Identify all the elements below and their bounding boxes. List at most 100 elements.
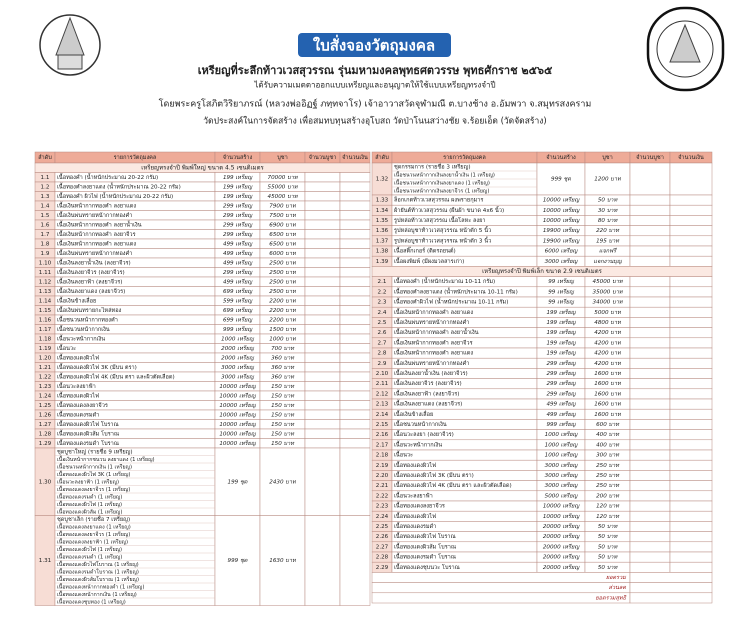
cell: [304, 381, 341, 392]
item-number: 2.16: [376, 432, 389, 438]
cell: [339, 314, 371, 325]
item-number: 2.5: [378, 320, 387, 326]
cell: [669, 215, 713, 226]
item-number: 2.22: [376, 493, 388, 499]
item-number: 2.13: [376, 402, 389, 408]
total-label: ส่วนลด: [609, 584, 627, 591]
cell: [629, 459, 671, 471]
item-name: รูปหล่อบูชาท้าวเวสสุวรรณ หน้าตัก 3 นิ้ว: [394, 236, 491, 244]
price: 50 บาท: [598, 198, 619, 204]
item-number: 2.8: [378, 351, 387, 357]
price: 1200 บาท: [594, 177, 622, 183]
item-number: 2.2: [378, 289, 387, 295]
total-label-cell: [371, 582, 631, 594]
cell: [669, 194, 713, 206]
cell: [669, 439, 713, 451]
cell: [669, 204, 713, 216]
cell: [629, 480, 671, 492]
item-name: เนื้อทองแดงผิวไฟ โบราณ: [57, 420, 119, 428]
item-name: ชุดกรรมการ (รายชื่อ 3 เหรียญ): [394, 163, 471, 171]
cell: [339, 257, 371, 268]
quantity: 10000 เหรียญ: [219, 430, 256, 437]
price: 220 บาท: [596, 228, 620, 234]
item-name: เนื้อนวะ: [394, 451, 413, 459]
item-number: 2.1: [378, 279, 387, 285]
item-number: 1.34: [376, 208, 389, 214]
quantity: 1000 เหรียญ: [221, 335, 255, 342]
price: 50 บาท: [598, 544, 619, 550]
item-number: 2.26: [376, 534, 389, 540]
cell: [669, 378, 713, 390]
item-name: เนื้อเงินลงยาน้ำเงิน (ลงยาจีวร): [394, 369, 468, 377]
sub-item: เนื้อทองแดงลงยาจีวร (1 เหรียญ): [57, 530, 130, 538]
quantity: 20000 เหรียญ: [543, 533, 580, 540]
cell: [629, 500, 671, 512]
subtitle-2: ได้รับความเมตตาออกแบบเหรียญและอนุญาตให้ใ…: [253, 81, 495, 90]
cell: [669, 531, 713, 543]
item-number: 1.19: [39, 346, 52, 352]
item-name: เนื้อนวะลงยา (ลงยาจีวร): [394, 430, 454, 438]
quantity: 10000 เหรียญ: [219, 392, 256, 399]
cell: [669, 480, 713, 492]
cell: [629, 215, 671, 226]
price: แจกงานบุญ: [593, 259, 623, 265]
quantity: 1000 เหรียญ: [545, 431, 579, 438]
sub-item: เนื้อทองแดงผิวไฟ 3K (1 เหรียญ): [57, 470, 130, 478]
price: 360 บาท: [271, 374, 295, 380]
quantity: 10000 เหรียญ: [543, 217, 580, 224]
total-label: ยอดรวมสุทธิ: [595, 594, 627, 601]
item-number: 2.12: [376, 391, 388, 397]
item-number: 1.24: [39, 393, 52, 399]
quantity: 3000 เหรียญ: [221, 373, 255, 380]
cell: [304, 447, 341, 516]
item-name: เนื้อเงินหน้ากากทองคำ ลงยาแดง: [394, 349, 473, 357]
item-number: 1.10: [39, 260, 52, 266]
column-header: จำนวนบูชา: [636, 154, 664, 161]
cell: [629, 419, 671, 430]
cell: [669, 327, 713, 339]
price: 150 บาท: [271, 403, 295, 409]
price: 2500 บาท: [269, 270, 297, 276]
item-number: 1.25: [39, 403, 52, 409]
quantity: 299 เหรียญ: [546, 380, 576, 387]
item-name: เนื้อทองแดงรมดำ: [394, 522, 436, 530]
cell: [339, 219, 371, 230]
cell: [339, 172, 371, 183]
cell: [339, 267, 371, 278]
item-name: เนื้อทองแดงผิวไฟ: [57, 391, 99, 399]
column-header: จำนวนสร้าง: [546, 154, 576, 161]
item-name: เนื้อเงินหน้ากากทองคำ ลงยาน้ำเงิน: [57, 220, 142, 228]
item-number: 1.38: [376, 249, 389, 255]
price: 2500 บาท: [269, 279, 297, 285]
cell: [304, 210, 341, 221]
quantity: 499 เหรียญ: [546, 401, 576, 408]
total-value-cell: [629, 592, 713, 604]
item-number: 1.29: [39, 441, 52, 447]
item-name: เนื้อทองคำ ผิวไฟ (น้ำหนักประมาณ 20-22 กร…: [57, 192, 173, 200]
cell: [669, 388, 713, 400]
item-name: เนื้อทองแดงผิวส้ม โบราณ: [57, 429, 119, 437]
cell: [669, 162, 713, 196]
sub-item: เนื้อชนวนหน้ากากเงินลงยาแดง (1 เหรียญ): [394, 179, 490, 187]
item-number: 1.8: [41, 241, 50, 247]
price: 360 บาท: [271, 365, 295, 371]
sub-item: เนื้อทองแดงรมดำ (1 เหรียญ): [57, 492, 122, 500]
column-header: จำนวนเงิน: [342, 154, 368, 161]
quantity: 20000 เหรียญ: [543, 523, 580, 530]
price: 120 บาท: [596, 504, 620, 510]
item-name: เนื้อเงินข้างเลื่อย: [57, 296, 96, 304]
item-name: เนื้อชนวนหน้ากากทองคำ: [57, 315, 118, 323]
item-number: 1.14: [39, 298, 52, 304]
item-name: เนื้อทองแดงรมดำ โบราณ: [57, 439, 119, 447]
total-label-cell: [371, 592, 631, 604]
price: 6500 บาท: [269, 241, 297, 247]
cell: [339, 305, 371, 316]
item-number: 1.13: [39, 289, 52, 295]
cell: [304, 219, 341, 230]
price: 45000 บาท: [593, 279, 624, 285]
sub-item: เนื้อทองแดงชุบทอง (1 เหรียญ): [57, 597, 126, 605]
cell: [304, 257, 341, 268]
cell: [669, 235, 713, 247]
cell: [669, 408, 713, 420]
quantity: 199 เหรียญ: [223, 174, 253, 181]
